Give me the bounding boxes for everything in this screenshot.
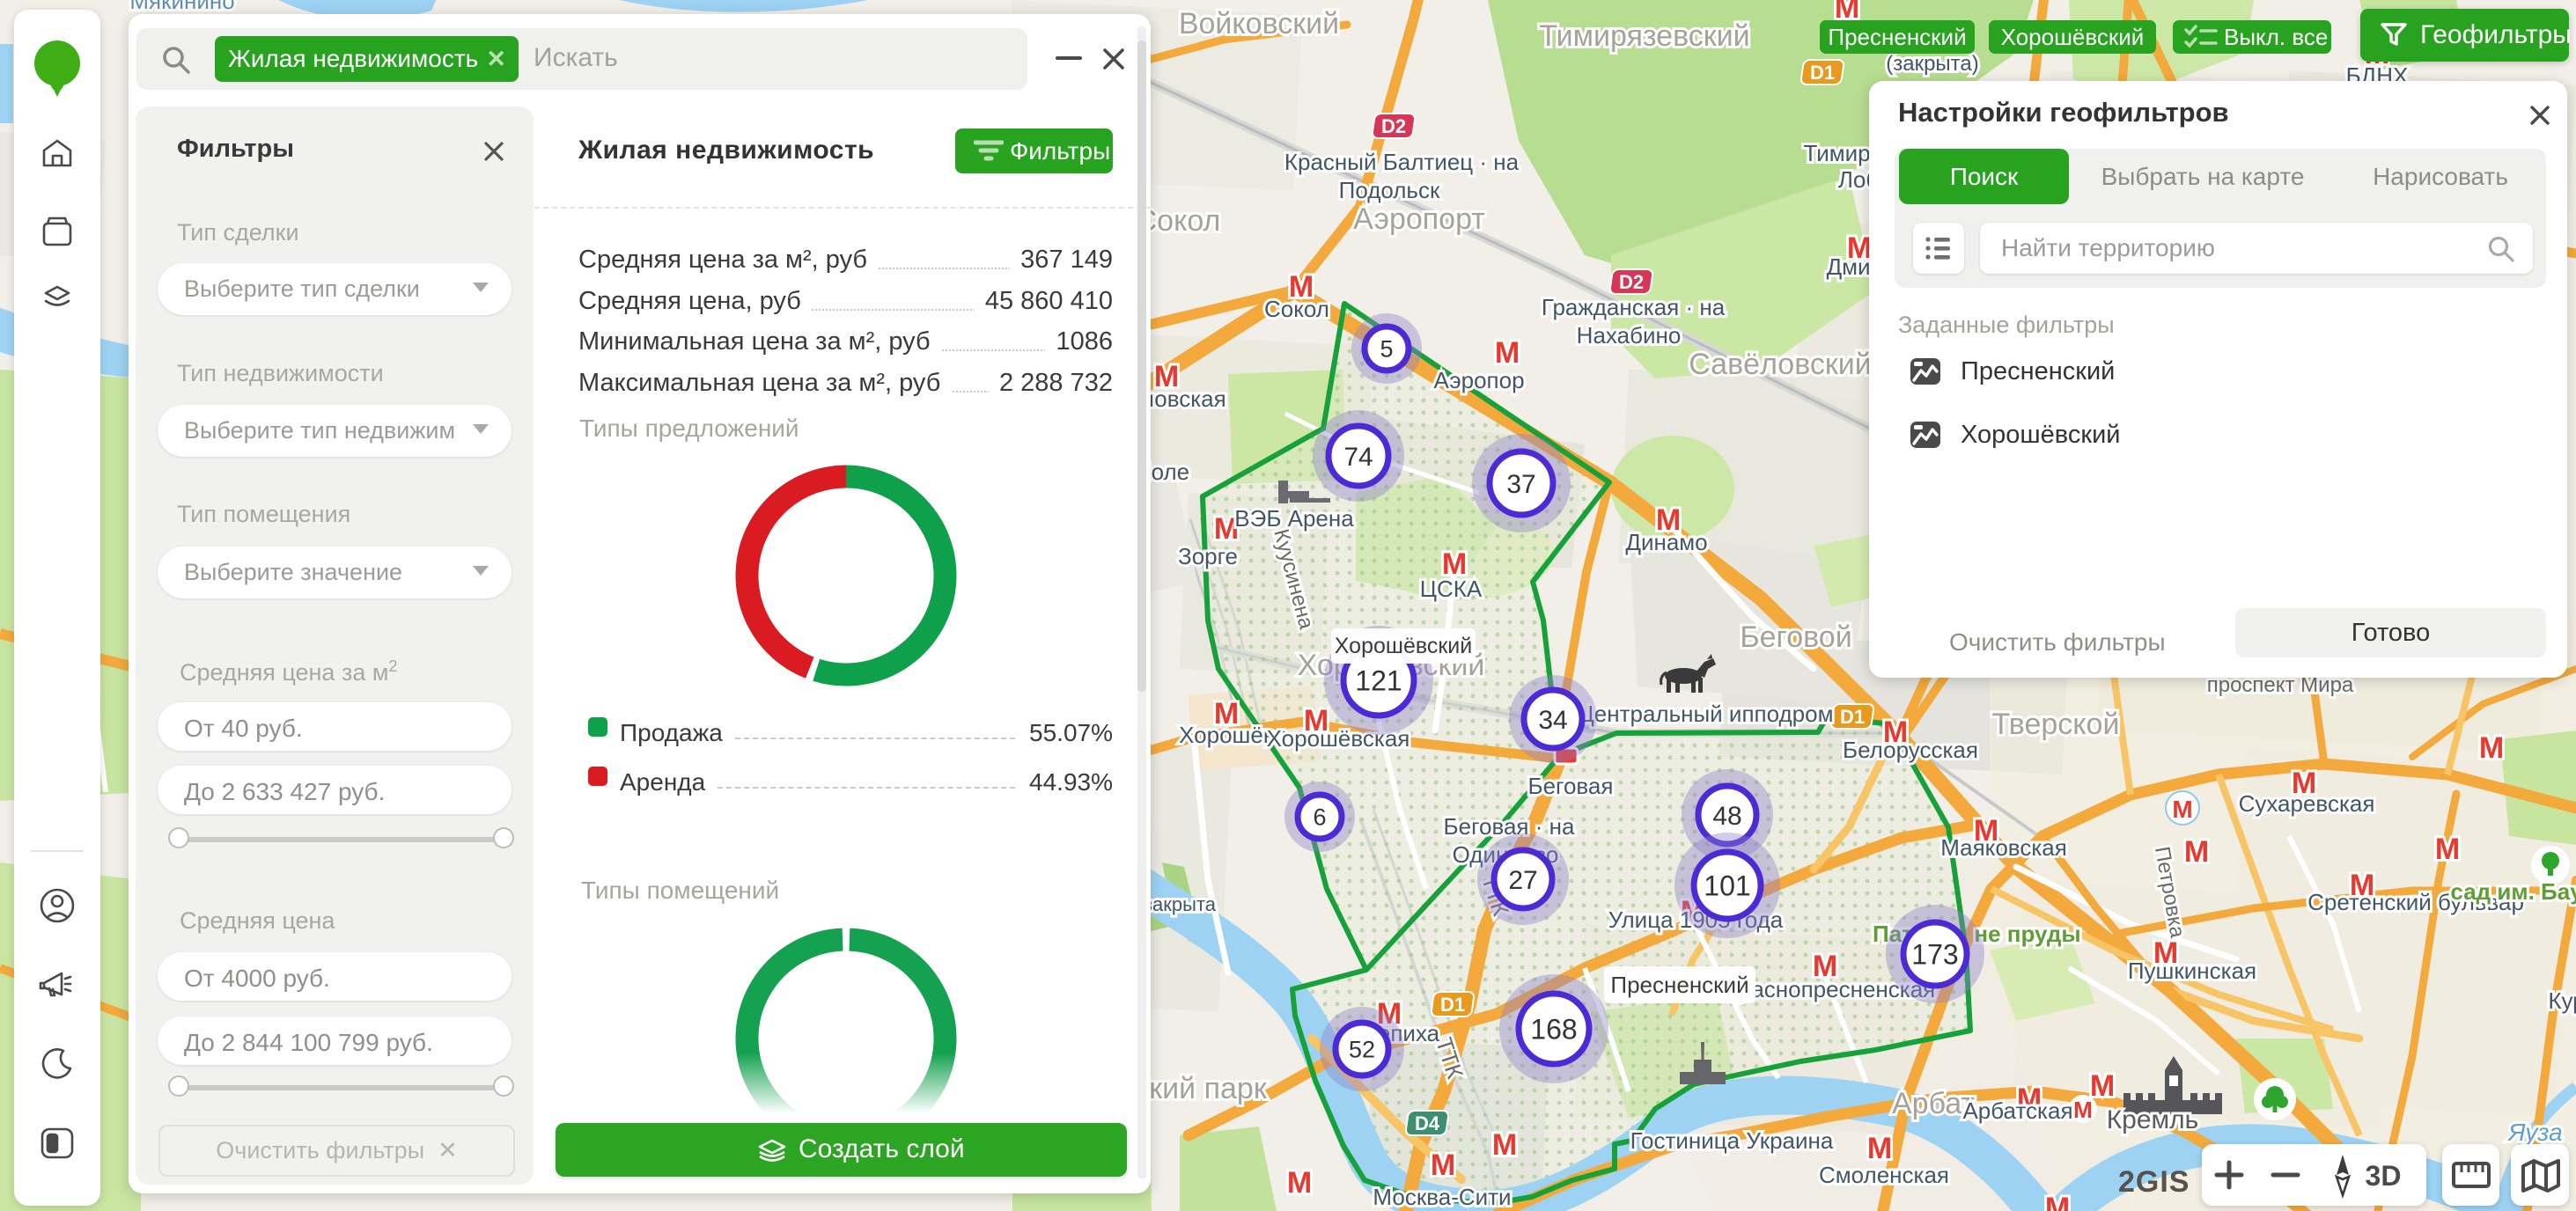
svg-text:М: М bbox=[2090, 1069, 2115, 1103]
svg-text:М: М bbox=[1289, 270, 1314, 304]
svg-text:Хорошёвская: Хорошёвская bbox=[1267, 725, 1410, 752]
svg-text:Савёловский: Савёловский bbox=[1689, 348, 1872, 381]
svg-text:не пруды: не пруды bbox=[1974, 921, 2080, 947]
svg-text:101: 101 bbox=[1704, 870, 1750, 902]
svg-text:D1: D1 bbox=[1440, 994, 1465, 1016]
svg-text:Динамо: Динамо bbox=[1625, 529, 1707, 555]
svg-text:52: 52 bbox=[1349, 1037, 1375, 1063]
svg-text:Кремль: Кремль bbox=[2107, 1105, 2199, 1134]
svg-text:27: 27 bbox=[1508, 866, 1537, 895]
svg-text:48: 48 bbox=[1712, 802, 1741, 831]
svg-text:Яуза: Яуза bbox=[2506, 1119, 2562, 1146]
svg-text:М: М bbox=[2292, 767, 2316, 800]
svg-text:168: 168 bbox=[1530, 1014, 1577, 1046]
svg-text:М: М bbox=[2073, 1097, 2093, 1123]
svg-text:М: М bbox=[1377, 997, 1402, 1031]
svg-text:М: М bbox=[1867, 1132, 1892, 1165]
svg-text:М: М bbox=[1492, 1128, 1517, 1162]
svg-text:D1: D1 bbox=[1810, 62, 1835, 84]
svg-text:121: 121 bbox=[1355, 665, 1402, 697]
svg-text:Мякинино: Мякинино bbox=[129, 0, 234, 14]
svg-text:М: М bbox=[1883, 716, 1908, 749]
svg-text:34: 34 bbox=[1538, 706, 1567, 735]
svg-text:М: М bbox=[1813, 950, 1837, 983]
svg-text:М: М bbox=[1214, 512, 1239, 546]
svg-text:3D: 3D bbox=[2366, 1160, 2402, 1192]
svg-text:М: М bbox=[2172, 796, 2192, 823]
svg-text:D4: D4 bbox=[1415, 1112, 1440, 1134]
svg-text:Улица 1905 года: Улица 1905 года bbox=[1608, 906, 1784, 933]
svg-text:М: М bbox=[1974, 814, 1998, 848]
svg-text:Тверской: Тверской bbox=[1992, 708, 2120, 741]
svg-text:Сухаревская: Сухаревская bbox=[2239, 790, 2375, 817]
svg-text:5: 5 bbox=[1380, 336, 1393, 363]
svg-text:D2: D2 bbox=[1619, 271, 1644, 293]
svg-text:сад им. Баум: сад им. Баум bbox=[2450, 878, 2576, 905]
svg-text:М: М bbox=[1287, 1166, 1312, 1200]
svg-text:Белорусская: Белорусская bbox=[1843, 737, 1978, 763]
svg-text:Беговая · на: Беговая · на bbox=[1444, 813, 1575, 840]
svg-text:Арбат: Арбат bbox=[1892, 1087, 1975, 1120]
svg-text:М: М bbox=[1442, 547, 1467, 581]
svg-text:Сокол: Сокол bbox=[1264, 296, 1329, 322]
svg-text:Беговая: Беговая bbox=[1528, 773, 1614, 799]
svg-text:М: М bbox=[1431, 1149, 1455, 1182]
svg-text:Красный Балтиец · на: Красный Балтиец · на bbox=[1284, 149, 1520, 175]
svg-text:М: М bbox=[1656, 503, 1681, 537]
svg-text:Тимирязевский: Тимирязевский bbox=[1539, 19, 1749, 53]
svg-text:Центральный ипподром: Центральный ипподром bbox=[1578, 701, 1834, 727]
svg-text:М: М bbox=[1154, 360, 1179, 393]
svg-text:Смоленская: Смоленская bbox=[1819, 1162, 1949, 1188]
svg-text:ВЭБ Арена: ВЭБ Арена bbox=[1234, 505, 1354, 532]
svg-text:М: М bbox=[2153, 936, 2178, 970]
svg-text:Аэропорт: Аэропорт bbox=[1353, 202, 1485, 236]
svg-text:Пресненский: Пресненский bbox=[1610, 972, 1748, 998]
svg-text:Пушкинская: Пушкинская bbox=[2128, 958, 2256, 984]
svg-text:М: М bbox=[2017, 1083, 2042, 1116]
svg-text:Гражданская · на: Гражданская · на bbox=[1542, 294, 1726, 320]
svg-text:Сретенский бульвар: Сретенский бульвар bbox=[2307, 889, 2524, 915]
svg-text:Нахабино: Нахабино bbox=[1577, 322, 1682, 349]
svg-text:закрыта: закрыта bbox=[1144, 893, 1217, 915]
svg-text:37: 37 bbox=[1506, 470, 1535, 499]
svg-text:М: М bbox=[2350, 869, 2374, 902]
svg-text:Подольск: Подольск bbox=[1339, 177, 1440, 203]
svg-text:Хорошёво: Хорошёво bbox=[1179, 722, 1288, 748]
svg-text:Гостиница Украина: Гостиница Украина bbox=[1630, 1127, 1834, 1154]
svg-text:М: М bbox=[1304, 704, 1328, 738]
svg-text:кий парк: кий парк bbox=[1149, 1072, 1268, 1105]
svg-text:Хорошёвский: Хорошёвский bbox=[1335, 634, 1472, 658]
svg-text:Маяковская: Маяковская bbox=[1940, 834, 2067, 861]
svg-text:(закрыта): (закрыта) bbox=[1886, 52, 1979, 76]
svg-text:Курс: Курс bbox=[2548, 987, 2576, 1014]
svg-text:Москва-Сити: Москва-Сити bbox=[1373, 1184, 1511, 1210]
svg-text:D1: D1 bbox=[1840, 706, 1865, 728]
svg-text:Войковский: Войковский bbox=[1179, 7, 1339, 40]
svg-text:74: 74 bbox=[1343, 443, 1373, 472]
svg-text:М: М bbox=[2045, 1192, 2070, 1211]
svg-text:Аэропор: Аэропор bbox=[1433, 367, 1524, 393]
svg-text:М: М bbox=[1214, 697, 1239, 730]
svg-text:М: М bbox=[2479, 731, 2504, 765]
svg-text:6: 6 bbox=[1313, 804, 1326, 831]
svg-text:Беговой: Беговой bbox=[1740, 620, 1851, 654]
svg-text:Зорге: Зорге bbox=[1178, 543, 1238, 569]
svg-text:173: 173 bbox=[1911, 939, 1958, 971]
svg-text:М: М bbox=[2435, 833, 2460, 866]
svg-text:D2: D2 bbox=[1381, 115, 1406, 137]
svg-text:Краснопресненская: Краснопресненская bbox=[1726, 976, 1936, 1002]
svg-text:Арбатская: Арбатская bbox=[1962, 1097, 2072, 1124]
svg-text:М: М bbox=[2184, 835, 2209, 869]
svg-text:ЦСКА: ЦСКА bbox=[1420, 576, 1483, 602]
svg-text:М: М bbox=[1495, 336, 1520, 370]
